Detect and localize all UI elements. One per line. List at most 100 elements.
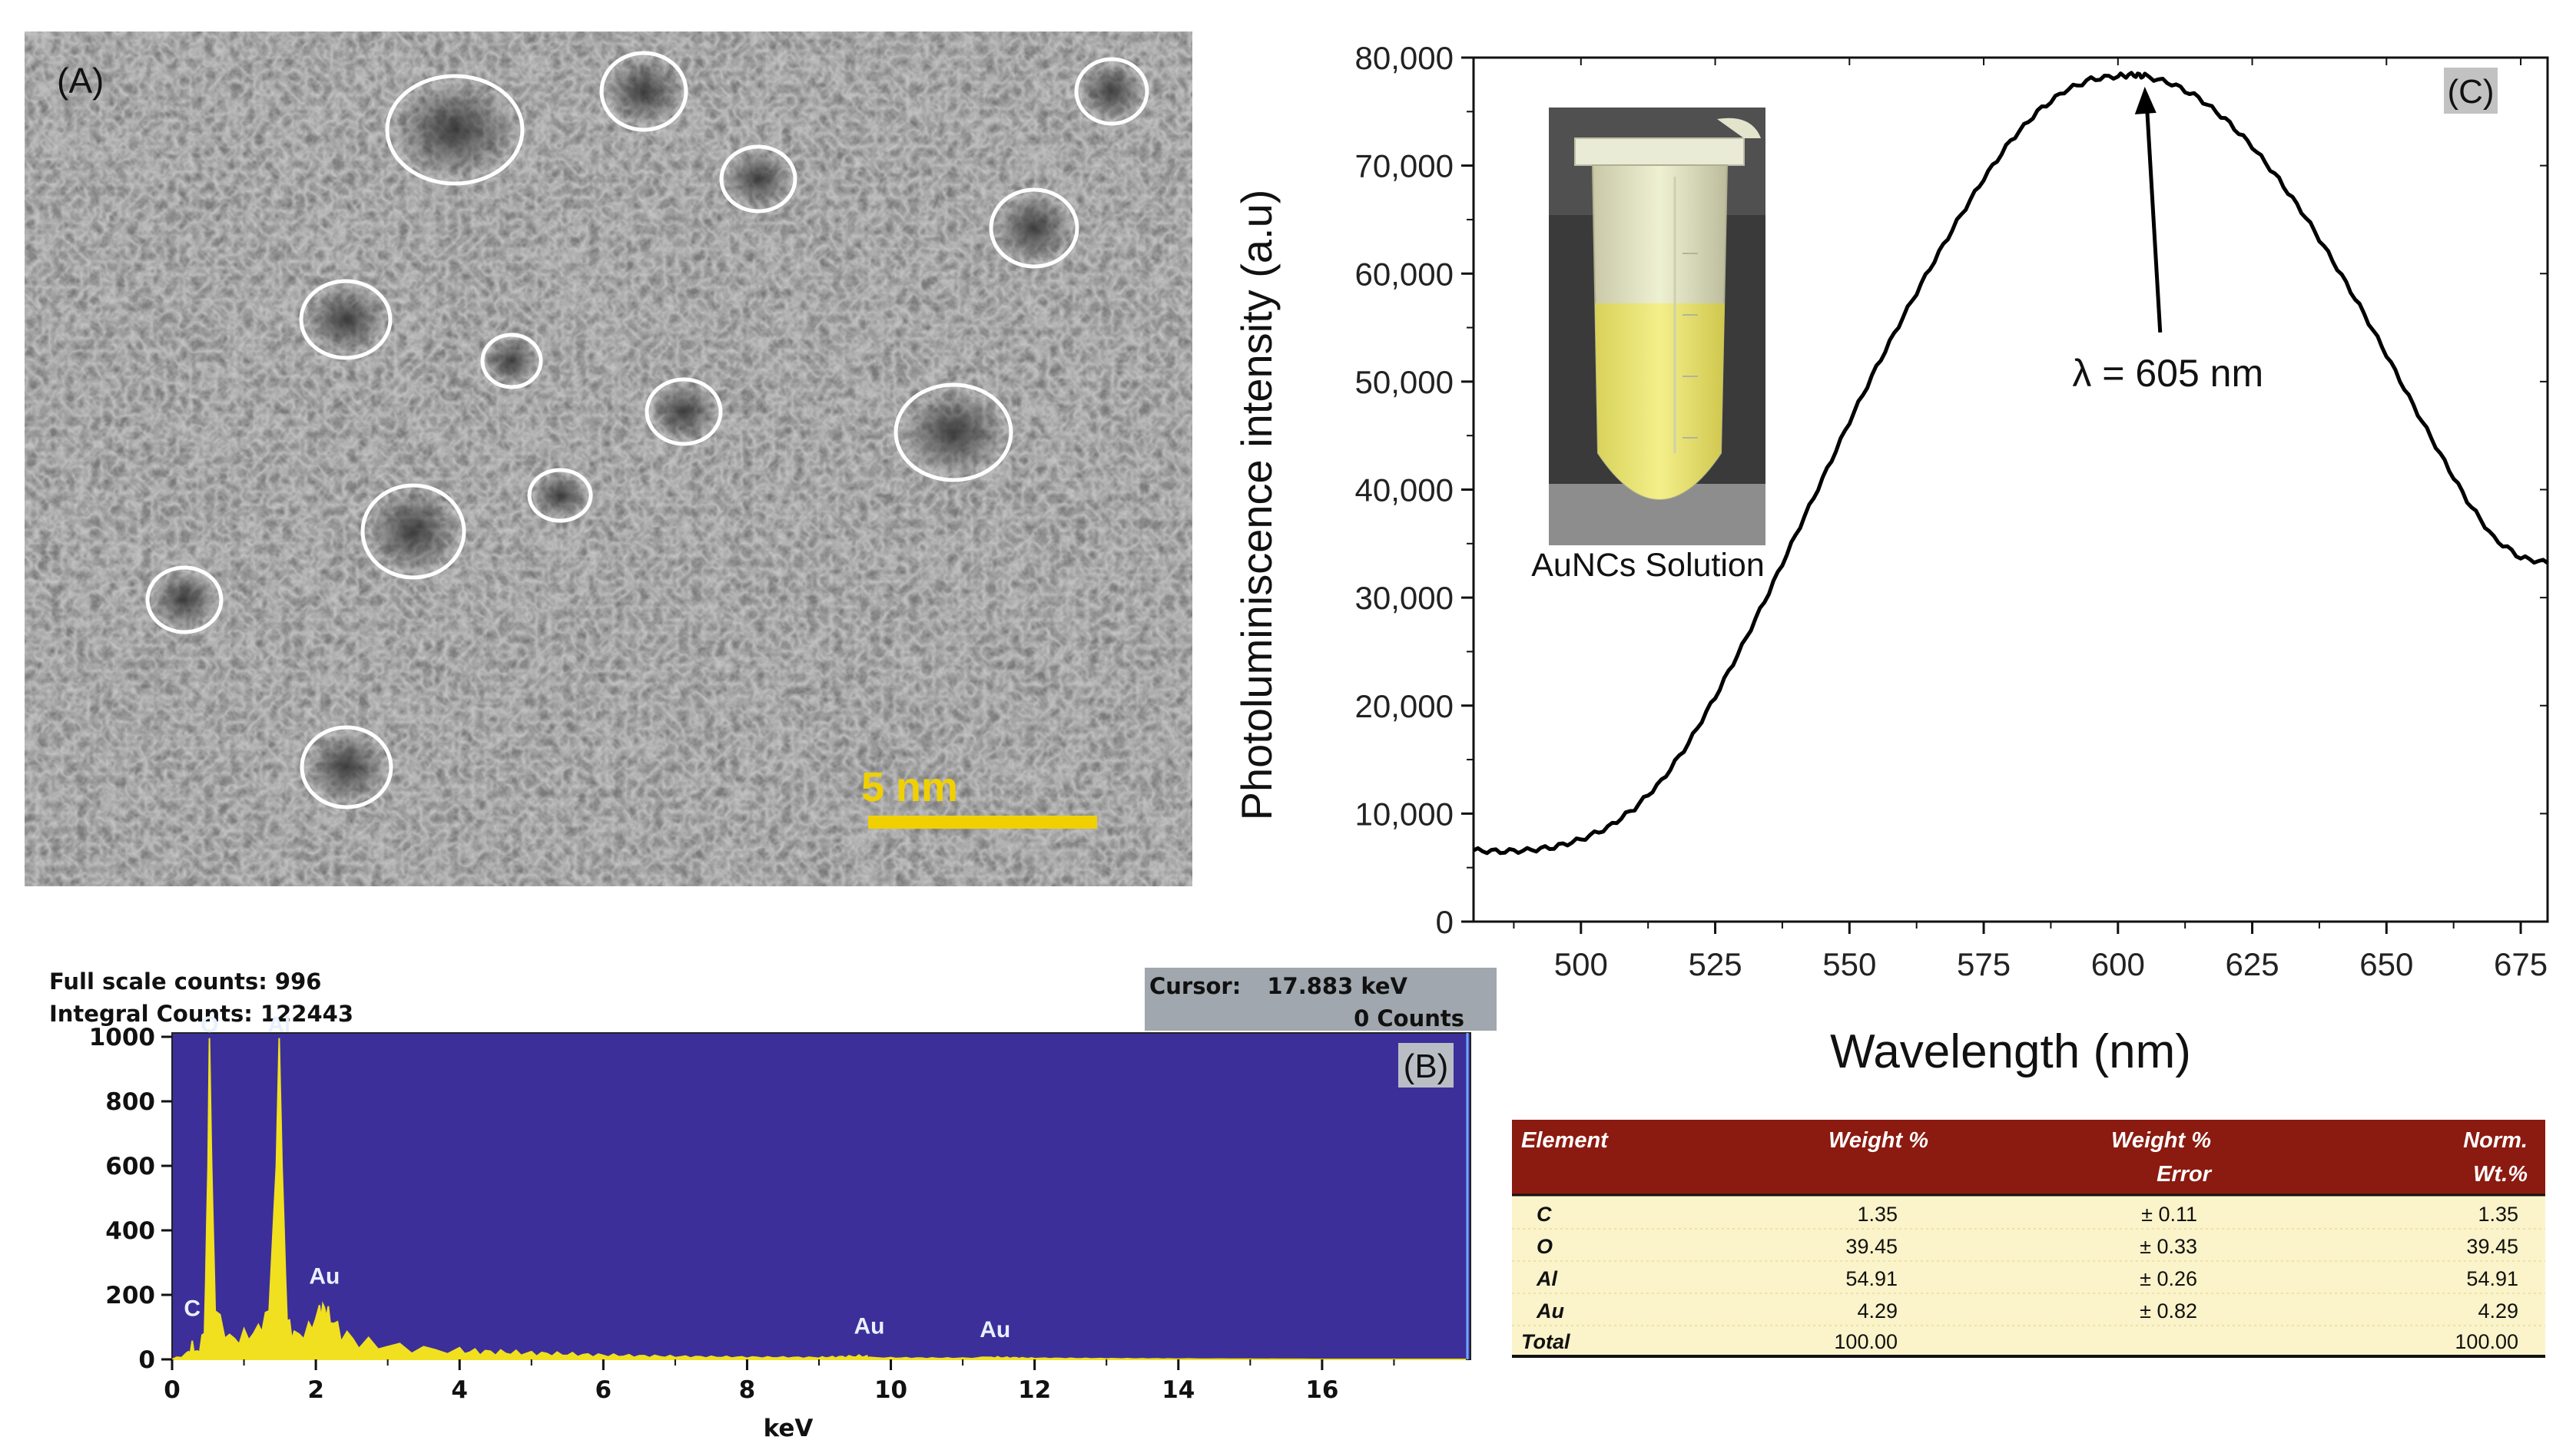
cell-norm: 4.29 xyxy=(2478,1299,2518,1323)
eds-x-tick-label: 4 xyxy=(451,1376,468,1404)
eds-spectrum-panel: Full scale counts: 996 Integral Counts: … xyxy=(37,960,1500,1444)
table-row: Total 100.00 100.00 xyxy=(1521,1330,2518,1353)
nanocluster-dark-spot xyxy=(901,389,1006,475)
nanocluster-dark-spot xyxy=(532,472,588,518)
nanocluster-dark-spot xyxy=(485,337,539,385)
cursor-box xyxy=(1145,968,1500,1031)
eds-x-axis-title: keV xyxy=(764,1415,814,1442)
table-header-band xyxy=(1512,1120,2545,1195)
pl-y-tick-label: 20,000 xyxy=(1355,688,1454,724)
eds-y-tick-label: 0 xyxy=(138,1346,155,1374)
aunc-solution-photo xyxy=(1549,108,1765,545)
tem-image: (A) 5 nm xyxy=(25,31,1192,886)
header-norm-2: Wt.% xyxy=(2473,1162,2528,1187)
nanocluster-dark-spot xyxy=(650,382,718,441)
eds-peak-label: Au xyxy=(309,1264,340,1289)
cell-weight: 4.29 xyxy=(1857,1299,1898,1323)
tem-grain-light xyxy=(25,31,1192,886)
eds-table-svg: Element Weight % Weight % Error Norm. Wt… xyxy=(1512,1120,2545,1358)
eds-y-tick-label: 200 xyxy=(105,1282,155,1309)
table-row: Au 4.29 ± 0.82 4.29 xyxy=(1536,1299,2518,1323)
pl-y-tick-label: 70,000 xyxy=(1355,148,1454,184)
cell-error: ± 0.11 xyxy=(2141,1203,2197,1226)
pl-x-tick-label: 600 xyxy=(2091,946,2145,982)
table-row: C 1.35 ± 0.11 1.35 xyxy=(1537,1203,2518,1226)
eds-x-tick-label: 14 xyxy=(1162,1376,1195,1404)
pl-y-tick-label: 50,000 xyxy=(1355,364,1454,400)
cell-element: Al xyxy=(1536,1267,1557,1290)
eds-peak-label: Au xyxy=(854,1314,884,1339)
cursor-counts: 0 Counts xyxy=(1354,1005,1464,1031)
nanocluster-dark-spot xyxy=(151,571,218,629)
nanocluster-dark-spot xyxy=(724,150,792,208)
pl-spectrum-panel: 0 10,000 20,000 30,000 40,000 50,000 60,000 70,… xyxy=(1214,23,2566,1091)
cell-element: Total xyxy=(1521,1330,1570,1353)
nanocluster-dark-spot xyxy=(995,194,1073,263)
eds-chart: Full scale counts: 996 Integral Counts: … xyxy=(49,968,1500,1442)
cell-weight: 100.00 xyxy=(1834,1330,1898,1353)
pl-y-tick-label: 10,000 xyxy=(1355,796,1454,832)
pl-y-axis-title: Photoluminiscence intensity (a.u) xyxy=(1232,190,1281,821)
nanocluster-circle xyxy=(989,187,1079,269)
panel-c-label-box xyxy=(2444,68,2498,114)
nanocluster-dark-spot xyxy=(367,490,459,573)
pl-y-tick-label: 60,000 xyxy=(1355,256,1454,292)
header-norm-1: Norm. xyxy=(2463,1128,2528,1153)
nanocluster-dark-spot xyxy=(305,285,386,354)
peak-annotation: λ = 605 nm xyxy=(2072,352,2263,395)
nanocluster-circle xyxy=(385,74,525,186)
cell-weight: 54.91 xyxy=(1845,1267,1898,1290)
header-weight-error-1: Weight % xyxy=(2111,1128,2211,1153)
table-body-band xyxy=(1512,1195,2545,1358)
nanocluster-dark-spot xyxy=(393,81,516,178)
eds-x-tick-label: 6 xyxy=(595,1376,612,1404)
nanocluster-circle xyxy=(360,483,466,580)
nanocluster-dark-spot xyxy=(1079,62,1144,121)
table-row: O 39.45 ± 0.33 39.45 xyxy=(1537,1235,2518,1258)
eds-x-tick-label: 8 xyxy=(739,1376,756,1404)
nanocluster-circle xyxy=(480,333,543,389)
pl-x-tick-label: 575 xyxy=(1957,946,2011,982)
eds-x-tick-label: 0 xyxy=(164,1376,181,1404)
eds-peak-label: Al xyxy=(267,1012,290,1038)
inset-caption: AuNCs Solution xyxy=(1531,547,1765,584)
eds-x-tick-label: 12 xyxy=(1018,1376,1051,1404)
header-element: Element xyxy=(1521,1128,1609,1153)
pl-y-tick-label: 40,000 xyxy=(1355,472,1454,508)
pl-x-tick-label: 675 xyxy=(2494,946,2548,982)
eds-peak-label: O xyxy=(201,1012,218,1038)
pl-x-tick-label: 625 xyxy=(2226,946,2279,982)
pl-x-tick-label: 500 xyxy=(1554,946,1608,982)
cell-element: O xyxy=(1537,1235,1553,1258)
eds-marks: C O Al Au Au Au 0 200 400 600 800 1000 0 2 4 6 8 10 12 14 16… xyxy=(89,1012,1466,1442)
eds-y-tick-label: 800 xyxy=(105,1088,155,1116)
pl-y-tick-label: 0 xyxy=(1436,904,1454,940)
peak-arrow-head xyxy=(2134,86,2157,114)
scale-bar xyxy=(868,816,1097,829)
nanocluster-circle xyxy=(300,725,393,809)
eds-plot-area xyxy=(171,1032,1471,1360)
nanocluster-dark-spot xyxy=(306,731,387,803)
tem-micrograph-panel: (A) 5 nm xyxy=(25,31,1192,886)
nanocluster-circle xyxy=(145,565,224,634)
eds-x-tick-label: 16 xyxy=(1305,1376,1338,1404)
pl-x-tick-label: 525 xyxy=(1689,946,1742,982)
panel-c-label: (C) xyxy=(2447,73,2494,111)
pl-x-axis-title: Wavelength (nm) xyxy=(1830,1025,2191,1078)
eds-y-tick-label: 600 xyxy=(105,1153,155,1180)
cell-norm: 100.00 xyxy=(2455,1330,2518,1353)
nanocluster-circle xyxy=(527,468,593,523)
header-weight: Weight % xyxy=(1828,1128,1928,1153)
cell-norm: 54.91 xyxy=(2466,1267,2518,1290)
nanocluster-circle xyxy=(299,279,393,360)
nanocluster-circle xyxy=(1074,57,1149,126)
eds-peak-label: C xyxy=(184,1296,201,1322)
pl-marks: 0 10,000 20,000 30,000 40,000 50,000 60,000 70,… xyxy=(1232,40,2549,1078)
cursor-value: 17.883 keV xyxy=(1267,973,1407,999)
eds-y-tick-label: 1000 xyxy=(89,1024,155,1051)
nanocluster-circle xyxy=(719,144,797,214)
panel-a-label: (A) xyxy=(57,61,104,101)
panel-b-label: (B) xyxy=(1404,1048,1449,1085)
nanocluster-circles xyxy=(145,51,1149,809)
cell-error: ± 0.82 xyxy=(2140,1299,2197,1323)
